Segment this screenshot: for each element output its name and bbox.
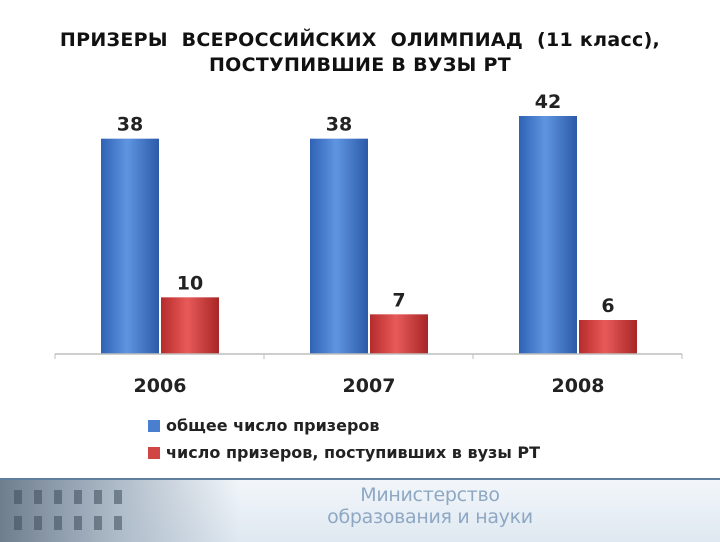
- footer-banner: Министерство образования и науки: [0, 478, 720, 542]
- legend: общее число призеров число призеров, пос…: [148, 412, 540, 466]
- legend-label-total: общее число призеров: [166, 416, 380, 435]
- x-tick-label-2007: 2007: [343, 375, 396, 397]
- data-label-total-2008: 42: [535, 91, 561, 113]
- data-label-total-2006: 38: [117, 114, 143, 136]
- bar-total-2007: [310, 138, 368, 354]
- ministry-line-2: образования и науки: [327, 506, 533, 528]
- ministry-logo-text: Министерство образования и науки: [300, 484, 560, 528]
- ministry-line-1: Министерство: [360, 484, 500, 506]
- legend-swatch-blue: [148, 419, 160, 432]
- x-tick-label-2006: 2006: [134, 375, 187, 397]
- bar-admitted-2006: [161, 297, 219, 354]
- legend-swatch-red: [148, 446, 160, 459]
- bar-total-2008: [519, 116, 577, 354]
- bar-chart: 2006 2007 2008 38 10 38 7 42 6: [54, 91, 683, 397]
- data-label-admitted-2006: 10: [177, 272, 203, 294]
- bar-admitted-2008: [579, 320, 637, 354]
- legend-item-total: общее число призеров: [148, 412, 540, 439]
- chart-title-line-1: ПРИЗЕРЫ ВСЕРОССИЙСКИХ ОЛИМПИАД (11 класс…: [59, 29, 661, 51]
- bar-total-2006: [101, 138, 159, 354]
- building-image: [0, 480, 240, 542]
- data-label-admitted-2007: 7: [392, 289, 405, 311]
- data-label-admitted-2008: 6: [601, 295, 614, 317]
- x-tick-label-2008: 2008: [552, 375, 605, 397]
- data-label-total-2007: 38: [326, 114, 352, 136]
- legend-label-admitted: число призеров, поступивших в вузы РТ: [166, 443, 540, 462]
- legend-item-admitted: число призеров, поступивших в вузы РТ: [148, 439, 540, 466]
- bar-admitted-2007: [370, 314, 428, 354]
- chart-title-line-2: ПОСТУПИВШИЕ В ВУЗЫ РТ: [208, 54, 512, 76]
- chart-title: ПРИЗЕРЫ ВСЕРОССИЙСКИХ ОЛИМПИАД (11 класс…: [0, 28, 720, 78]
